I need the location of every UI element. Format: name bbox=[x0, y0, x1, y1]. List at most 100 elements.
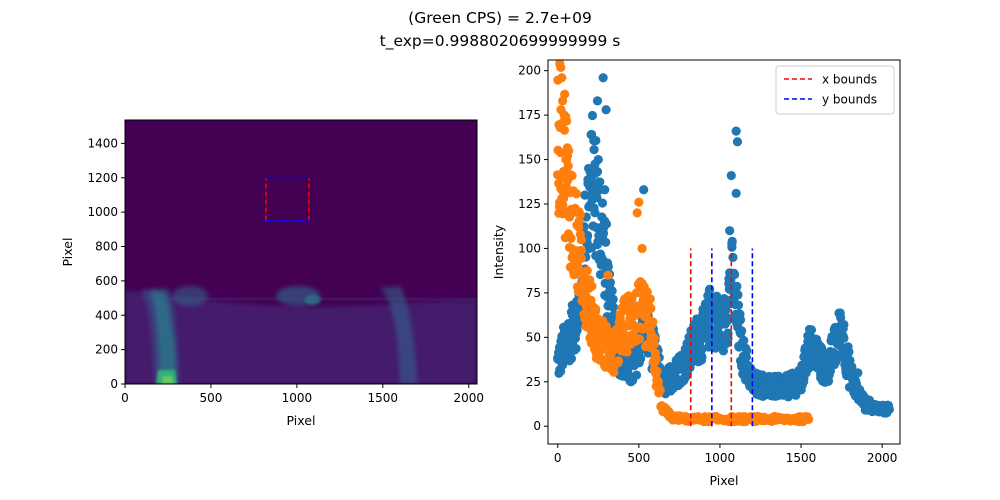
data-point bbox=[631, 370, 642, 380]
data-point bbox=[556, 62, 566, 73]
right-axis-ticks: 0 500 1000 1500 2000 0 25 50 75 100 125 150 175 200 bbox=[518, 64, 897, 465]
left-xtick-label: 1500 bbox=[368, 391, 399, 405]
data-point bbox=[597, 198, 608, 208]
data-point bbox=[557, 73, 567, 83]
left-ytick-label: 400 bbox=[95, 308, 118, 322]
bound-lines bbox=[689, 248, 754, 427]
data-point bbox=[561, 154, 571, 165]
left-ytick-label: 600 bbox=[95, 274, 118, 288]
data-point bbox=[580, 190, 590, 200]
legend-label-y-bounds: y bounds bbox=[822, 93, 877, 107]
data-point bbox=[642, 287, 652, 297]
data-point bbox=[572, 325, 582, 336]
right-xlabel: Pixel bbox=[710, 473, 739, 488]
data-point bbox=[593, 154, 603, 165]
data-point bbox=[806, 325, 817, 335]
data-point bbox=[741, 352, 752, 362]
data-point bbox=[603, 270, 613, 280]
left-xtick-label: 0 bbox=[121, 391, 129, 405]
data-point bbox=[601, 237, 611, 247]
data-point bbox=[817, 343, 827, 353]
data-point bbox=[648, 317, 658, 327]
data-point bbox=[804, 414, 814, 425]
data-point bbox=[598, 73, 608, 83]
data-point bbox=[649, 333, 659, 343]
data-point bbox=[733, 290, 743, 300]
left-ylabel: Pixel bbox=[60, 238, 75, 267]
data-point bbox=[634, 197, 644, 207]
data-point bbox=[571, 189, 582, 199]
data-point bbox=[557, 96, 568, 106]
legend-label-x-bounds: x bounds bbox=[822, 73, 877, 87]
legend-box bbox=[775, 65, 895, 115]
legend: x bounds y bounds bbox=[775, 65, 895, 115]
data-point bbox=[613, 358, 623, 368]
data-point bbox=[733, 300, 744, 310]
data-point bbox=[595, 269, 606, 280]
right-ytick-label: 150 bbox=[518, 153, 541, 167]
data-point bbox=[590, 208, 600, 218]
data-point bbox=[574, 222, 584, 232]
scatter-points bbox=[552, 60, 895, 427]
data-point bbox=[601, 219, 612, 229]
roi-box bbox=[265, 177, 310, 222]
data-point bbox=[835, 309, 845, 319]
data-point bbox=[601, 105, 611, 115]
data-point bbox=[587, 281, 597, 291]
left-ytick-label: 800 bbox=[95, 240, 118, 254]
data-point bbox=[570, 333, 581, 344]
right-ytick-label: 200 bbox=[518, 64, 541, 78]
data-point bbox=[576, 253, 587, 264]
series-1 bbox=[552, 60, 814, 427]
data-point bbox=[726, 170, 736, 181]
data-point bbox=[728, 252, 738, 262]
figure-title-line1: (Green CPS) = 2.7e+09 bbox=[408, 9, 592, 27]
data-point bbox=[634, 334, 645, 344]
right-axes-frame bbox=[547, 59, 901, 445]
data-point bbox=[722, 312, 732, 323]
data-point bbox=[600, 185, 610, 195]
data-point bbox=[839, 333, 849, 343]
left-axes-frame bbox=[124, 119, 478, 385]
data-point bbox=[723, 329, 733, 339]
data-point bbox=[651, 354, 661, 364]
data-point bbox=[732, 281, 742, 291]
data-point bbox=[737, 326, 747, 336]
detector-image-panel: 0 500 1000 1500 2000 0 200 400 600 800 1000 1200 140… bbox=[60, 119, 484, 428]
data-point bbox=[742, 346, 752, 356]
data-point bbox=[636, 353, 646, 364]
data-point bbox=[589, 145, 599, 155]
data-point bbox=[884, 404, 895, 414]
data-point bbox=[799, 376, 809, 387]
left-ytick-label: 0 bbox=[110, 377, 118, 391]
data-point bbox=[725, 226, 735, 236]
left-xtick-label: 500 bbox=[199, 391, 222, 405]
left-xtick-label: 2000 bbox=[453, 391, 484, 405]
data-point bbox=[727, 242, 737, 252]
data-point bbox=[558, 193, 569, 204]
data-point bbox=[682, 370, 692, 380]
data-point bbox=[652, 366, 662, 376]
left-axis-ticks: 0 500 1000 1500 2000 0 200 400 600 800 1000 1200 140… bbox=[87, 136, 484, 405]
right-xtick-label: 0 bbox=[554, 451, 562, 465]
right-ytick-label: 50 bbox=[526, 330, 541, 344]
data-point bbox=[731, 188, 741, 198]
left-ytick-label: 1200 bbox=[87, 171, 118, 185]
data-point bbox=[607, 286, 617, 296]
data-point bbox=[622, 347, 632, 357]
data-point bbox=[646, 303, 656, 313]
data-point bbox=[645, 294, 655, 304]
data-point bbox=[632, 208, 642, 218]
heatmap-intensity bbox=[125, 286, 477, 384]
figure-title-line2: t_exp=0.9988020699999999 s bbox=[380, 32, 621, 51]
data-point bbox=[557, 360, 568, 370]
data-point bbox=[731, 126, 741, 136]
data-point bbox=[591, 135, 601, 146]
data-point bbox=[609, 367, 619, 377]
data-point bbox=[571, 343, 581, 354]
right-xtick-label: 2000 bbox=[867, 451, 898, 465]
data-point bbox=[847, 362, 857, 372]
right-ytick-label: 125 bbox=[518, 197, 541, 211]
data-point bbox=[576, 235, 586, 245]
